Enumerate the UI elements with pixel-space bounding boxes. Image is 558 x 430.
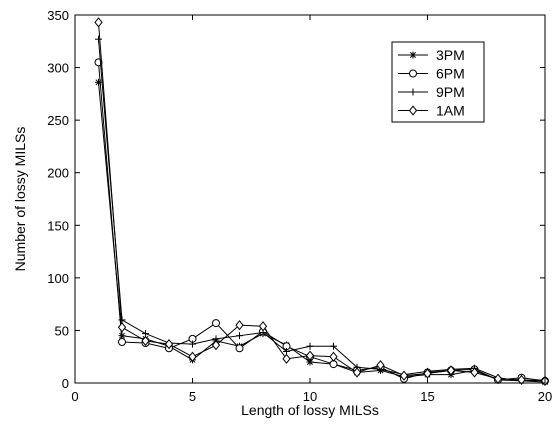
marker-diamond (423, 368, 432, 379)
plot-area (94, 17, 550, 386)
series-line (98, 39, 546, 382)
y-tick-label: 150 (47, 218, 69, 233)
data-point (212, 319, 220, 328)
x-axis-title: Length of lossy MILSs (241, 402, 379, 418)
marker-diamond (235, 320, 244, 331)
data-point (189, 340, 196, 348)
data-point (211, 340, 221, 351)
data-point (258, 321, 268, 332)
y-tick-label: 0 (62, 376, 69, 391)
legend-label: 3PM (436, 47, 465, 63)
data-point (117, 322, 127, 333)
data-point (95, 35, 102, 43)
data-point (409, 88, 417, 96)
y-tick-label: 350 (47, 8, 69, 23)
data-point (330, 342, 337, 350)
data-point (305, 350, 315, 361)
marker-circle (235, 344, 244, 353)
legend-label: 1AM (436, 103, 465, 119)
legend-label: 6PM (436, 66, 465, 82)
series-line (98, 82, 546, 383)
data-point (235, 320, 244, 331)
data-point (409, 69, 417, 78)
marker-ast-d2 (119, 332, 125, 339)
marker-diamond (164, 339, 174, 350)
data-point (94, 17, 103, 28)
marker-diamond (117, 322, 127, 333)
data-point (282, 353, 291, 364)
legend-item: 3PM (398, 47, 465, 63)
data-point (399, 370, 409, 381)
data-point (188, 351, 197, 362)
y-tick-label: 100 (47, 271, 69, 286)
marker-diamond (376, 360, 385, 371)
data-point (118, 337, 126, 346)
data-point (329, 351, 338, 362)
marker-circle (118, 337, 126, 346)
legend-item: 6PM (398, 66, 465, 82)
data-point (376, 360, 385, 371)
series-3pm (95, 78, 549, 386)
y-tick-label: 200 (47, 166, 69, 181)
data-point (236, 332, 243, 340)
marker-diamond (258, 321, 268, 332)
data-point (423, 368, 432, 379)
marker-diamond (305, 350, 315, 361)
series-1am (94, 17, 550, 386)
marker-diamond (446, 365, 456, 376)
x-tick-label: 15 (420, 389, 434, 404)
marker-diamond (408, 105, 418, 116)
marker-diamond (94, 17, 103, 28)
data-point (141, 335, 150, 347)
data-point (118, 332, 126, 340)
data-point (517, 374, 526, 385)
marker-diamond (282, 353, 291, 364)
legend-item: 9PM (398, 84, 465, 100)
series-line (98, 22, 546, 382)
marker-diamond (399, 370, 409, 381)
x-tick-label: 5 (189, 389, 196, 404)
data-point (470, 367, 479, 378)
y-tick-label: 50 (55, 323, 69, 338)
data-point (352, 367, 362, 378)
data-point (409, 51, 417, 59)
data-point (95, 78, 102, 86)
y-axis-title: Number of lossy MILSs (12, 127, 28, 272)
data-point (446, 365, 456, 376)
legend-item: 1AM (398, 103, 465, 119)
data-point (164, 339, 174, 350)
legend-label: 9PM (436, 84, 465, 100)
data-point (408, 105, 418, 116)
marker-circle (409, 69, 417, 78)
marker-diamond (329, 351, 338, 362)
marker-diamond (141, 335, 150, 347)
x-tick-label: 0 (71, 389, 78, 404)
marker-circle (212, 319, 220, 328)
marker-ast-d2 (410, 52, 416, 58)
x-tick-label: 20 (538, 389, 552, 404)
marker-diamond (352, 367, 362, 378)
y-tick-label: 300 (47, 61, 69, 76)
x-tick-label: 10 (303, 389, 317, 404)
marker-diamond (211, 340, 221, 351)
data-point (306, 342, 314, 350)
marker-diamond (188, 351, 197, 362)
marker-diamond (470, 367, 479, 378)
y-tick-label: 250 (47, 113, 69, 128)
marker-diamond (517, 374, 526, 385)
legend: 3PM 6PM 9PM 1AM (391, 41, 485, 123)
data-point (235, 344, 244, 353)
